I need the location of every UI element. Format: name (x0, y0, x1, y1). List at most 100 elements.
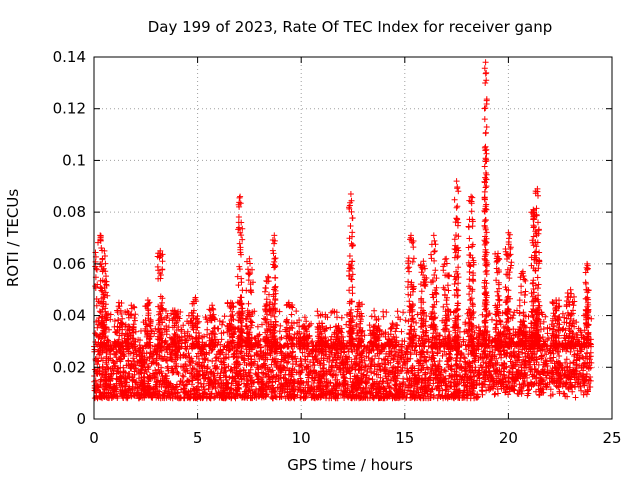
data-point (186, 378, 193, 385)
data-point (173, 360, 180, 367)
data-point (299, 349, 306, 356)
data-point (586, 356, 593, 363)
data-point (456, 358, 463, 365)
data-point (426, 382, 433, 389)
data-point (280, 374, 287, 381)
data-point (182, 368, 189, 375)
data-point (360, 385, 367, 392)
data-point (212, 355, 219, 362)
data-point (148, 394, 155, 401)
data-point (297, 362, 304, 369)
data-point (177, 378, 184, 385)
data-point (495, 390, 501, 397)
data-point (587, 384, 594, 390)
data-point (583, 371, 590, 377)
data-point (400, 375, 407, 382)
data-point (536, 392, 543, 399)
data-point (376, 362, 383, 369)
data-point (324, 379, 330, 386)
data-point (586, 377, 593, 384)
data-point (293, 308, 300, 315)
data-point (383, 309, 390, 316)
data-point (419, 375, 425, 381)
data-point (371, 307, 378, 314)
data-point (168, 350, 175, 357)
data-point (325, 353, 332, 360)
data-point (197, 380, 204, 387)
data-point (397, 368, 404, 375)
data-point (538, 387, 544, 394)
data-point (494, 359, 501, 366)
data-point (300, 380, 307, 386)
data-point (306, 322, 313, 329)
data-point (337, 369, 344, 376)
data-point (140, 380, 147, 386)
data-point (152, 374, 159, 381)
data-point (240, 371, 247, 378)
data-point (543, 384, 550, 391)
data-point (533, 388, 539, 395)
data-point (567, 376, 574, 383)
data-point (297, 369, 304, 376)
data-point (287, 350, 294, 357)
data-point (375, 355, 382, 362)
data-point (246, 348, 253, 355)
data-point (278, 334, 285, 341)
data-point (544, 324, 551, 331)
data-point (509, 359, 516, 366)
data-point (103, 361, 110, 368)
data-point (571, 374, 578, 381)
data-point (136, 370, 143, 377)
data-point (545, 369, 552, 376)
data-point (489, 316, 495, 323)
data-point (392, 365, 399, 372)
data-point (493, 355, 500, 362)
data-point (211, 372, 218, 379)
data-point (292, 355, 299, 362)
data-point (107, 351, 114, 358)
data-point (377, 374, 384, 381)
data-point (394, 308, 401, 315)
data-point (471, 359, 478, 366)
data-point (352, 366, 359, 373)
data-point (313, 357, 320, 363)
data-point (271, 374, 278, 381)
data-point (268, 361, 275, 368)
data-point (189, 366, 196, 372)
data-point (382, 373, 389, 380)
data-point (341, 374, 348, 381)
data-point (538, 355, 545, 362)
data-point (278, 367, 285, 374)
data-point (129, 383, 136, 390)
data-point (107, 365, 114, 372)
data-point (120, 348, 127, 355)
data-point (402, 317, 409, 324)
data-point (102, 260, 109, 267)
data-point (119, 315, 126, 322)
data-point (417, 395, 424, 402)
data-point (263, 391, 270, 398)
data-point (479, 355, 486, 362)
data-point (569, 382, 576, 389)
data-point (491, 391, 498, 398)
data-point (373, 392, 380, 399)
data-point (536, 391, 543, 398)
data-point (96, 370, 103, 377)
data-point (503, 353, 510, 360)
data-point (567, 348, 574, 355)
data-point (542, 357, 549, 364)
data-point (183, 346, 190, 353)
data-point (520, 356, 527, 363)
data-point (475, 357, 482, 363)
data-point (184, 328, 191, 335)
data-point (310, 380, 317, 386)
data-point (241, 375, 248, 382)
data-point (133, 367, 140, 374)
data-point (146, 375, 153, 382)
data-point (179, 372, 186, 379)
data-point (496, 367, 503, 374)
data-point (363, 353, 370, 360)
data-point (305, 378, 312, 385)
data-point (353, 362, 360, 368)
